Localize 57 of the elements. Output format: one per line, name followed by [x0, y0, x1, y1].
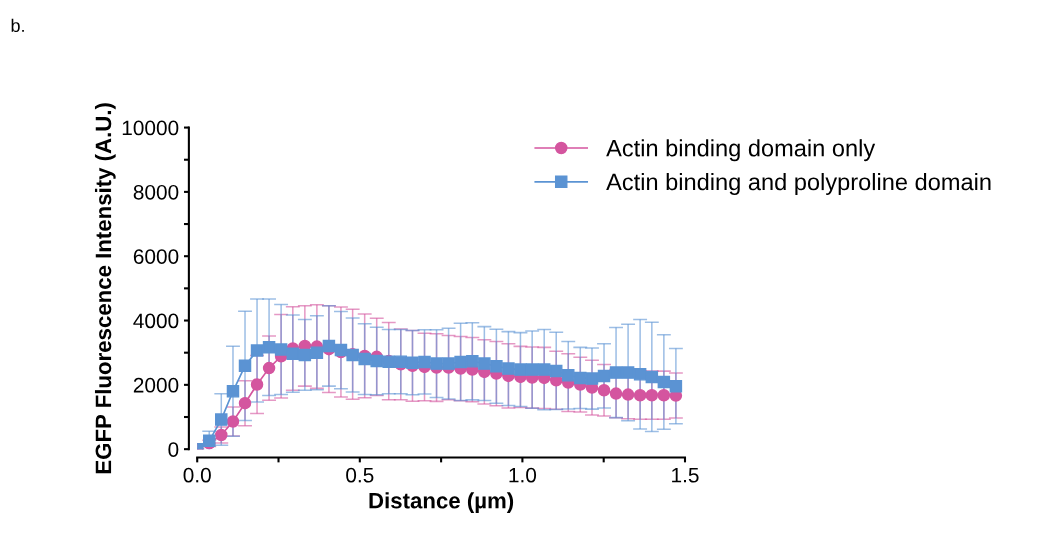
point [490, 360, 503, 373]
point [562, 369, 575, 382]
point [238, 396, 252, 410]
y-tick-label: 10000 [122, 120, 179, 136]
point [298, 348, 312, 362]
y-tick-label: 4000 [133, 313, 179, 329]
point [645, 388, 659, 402]
point [633, 388, 647, 402]
x-tick-label: 1.5 [672, 467, 699, 483]
text: b. [11, 18, 24, 33]
point [418, 355, 431, 369]
x-tick-label: 0.0 [183, 467, 211, 483]
point [574, 371, 587, 385]
point [609, 387, 623, 400]
point [633, 368, 647, 381]
point [238, 359, 252, 373]
point [226, 385, 240, 398]
point [262, 340, 276, 354]
point [609, 366, 623, 379]
legend-label: Actin binding and polyproline domain [606, 172, 991, 195]
legend-label: Actin binding domain only [606, 139, 876, 162]
point [274, 343, 288, 356]
point [597, 369, 611, 383]
point [442, 357, 455, 370]
point [669, 379, 683, 393]
point [514, 363, 527, 376]
point [597, 384, 611, 397]
point [215, 413, 228, 426]
point [262, 361, 276, 375]
y-tick-label: 2000 [133, 377, 179, 393]
y-tick-label: 8000 [133, 184, 179, 200]
point [466, 355, 479, 368]
point [585, 372, 599, 385]
point [621, 388, 635, 401]
point [310, 346, 324, 359]
y-tick-label: 0 [168, 442, 179, 457]
point [430, 357, 443, 370]
x-tick-label: 1.0 [509, 467, 537, 483]
x-tick-label: 0.5 [346, 467, 374, 483]
point [478, 357, 491, 370]
point [657, 375, 671, 389]
point [537, 363, 551, 376]
point [370, 354, 383, 368]
y-tick-label: 6000 [133, 249, 179, 264]
point [286, 347, 300, 360]
y-axis-title: EGFP Fluorescence Intensity (A.U.) [94, 103, 116, 474]
point [406, 356, 419, 369]
point [502, 362, 515, 375]
point [226, 415, 240, 428]
point [621, 366, 635, 379]
point [657, 388, 671, 402]
point [549, 364, 563, 378]
x-axis-title: Distance (µm) [369, 492, 514, 513]
point [525, 363, 539, 376]
point [250, 344, 264, 357]
point [250, 378, 264, 391]
point [454, 355, 467, 369]
